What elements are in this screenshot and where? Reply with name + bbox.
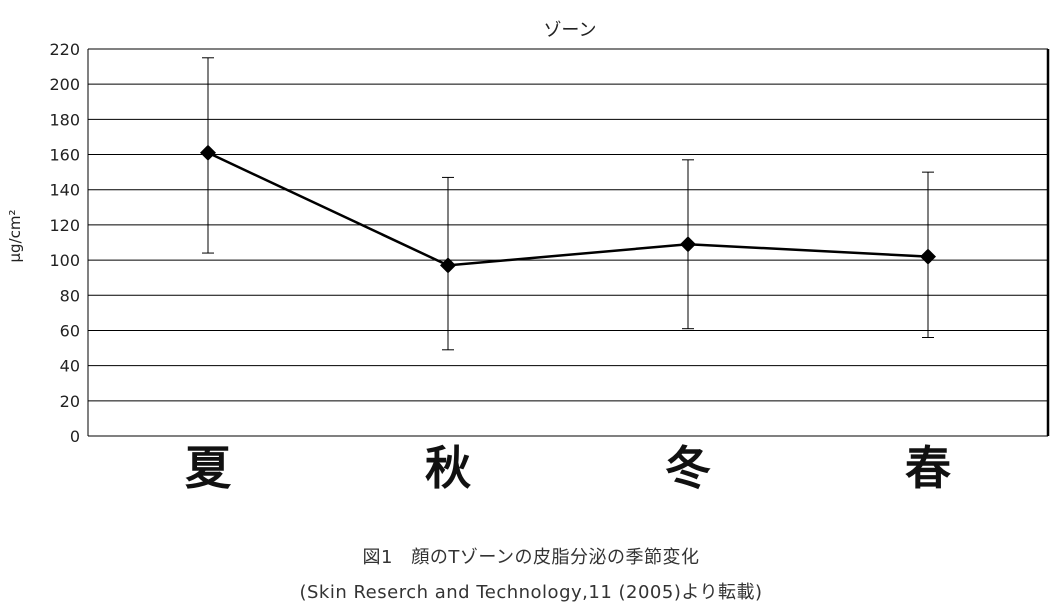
error-bars — [202, 57, 934, 351]
data-markers — [200, 144, 936, 274]
y-tick-label: 200 — [49, 75, 80, 94]
figure-source: (Skin Reserch and Technology,11 (2005)より… — [299, 582, 763, 603]
series-lines — [207, 151, 929, 267]
y-tick-label: 140 — [49, 181, 80, 200]
y-axis-label: μg/cm² — [6, 210, 24, 263]
data-point-marker — [440, 257, 456, 274]
y-tick-label: 120 — [49, 216, 80, 235]
y-tick-label: 100 — [49, 251, 80, 270]
series-line — [207, 151, 929, 267]
x-tick-labels: 夏秋冬春 — [185, 441, 951, 495]
y-tick-label: 0 — [70, 427, 80, 446]
data-point-marker — [200, 144, 216, 161]
y-tick-label: 180 — [49, 110, 80, 129]
figure-caption: 図1 顔のTゾーンの皮脂分泌の季節変化 — [362, 547, 700, 568]
x-tick-label: 冬 — [665, 441, 711, 495]
x-tick-label: 夏 — [185, 441, 232, 495]
x-tick-label: 秋 — [425, 441, 471, 495]
y-tick-labels: 0 20 40 60 80 100 120 140 160 180 200 220 — [49, 40, 80, 446]
x-tick-label: 春 — [905, 441, 951, 495]
y-tick-label: 80 — [60, 286, 80, 305]
y-tick-label: 220 — [49, 40, 80, 59]
data-point-marker — [920, 248, 936, 265]
y-tick-label: 20 — [60, 392, 80, 411]
y-tick-label: 60 — [60, 321, 80, 340]
axes — [87, 49, 1050, 437]
y-tick-label: 160 — [49, 146, 80, 165]
y-tick-label: 40 — [60, 357, 80, 376]
grid-lines — [88, 48, 1048, 402]
data-point-marker — [680, 236, 696, 253]
chart-title: ゾーン — [543, 20, 596, 41]
